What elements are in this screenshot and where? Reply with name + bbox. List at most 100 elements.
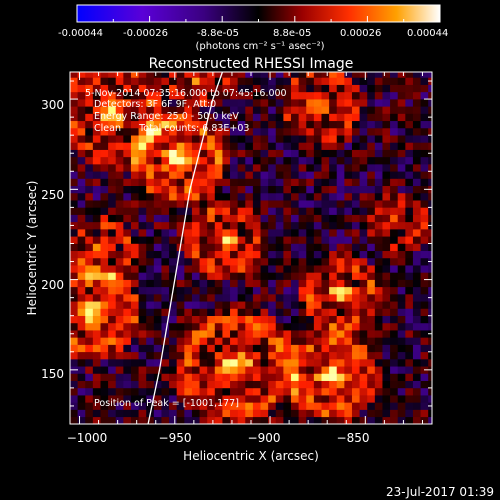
heatmap-cell	[397, 135, 406, 143]
heatmap-cell	[260, 279, 269, 288]
heatmap-cell	[291, 315, 299, 324]
heatmap-cell	[359, 286, 368, 295]
heatmap-cell	[199, 366, 208, 374]
heatmap-cell	[146, 185, 155, 194]
heatmap-cell	[306, 366, 315, 374]
heatmap-cell	[100, 214, 109, 223]
heatmap-cell	[230, 127, 238, 136]
heatmap-cells	[70, 72, 432, 424]
heatmap-cell	[184, 72, 193, 78]
heatmap-cell	[390, 236, 398, 244]
heatmap-cell	[245, 366, 254, 374]
heatmap-cell	[390, 229, 398, 237]
heatmap-cell	[428, 373, 432, 381]
colorbar-tick-5: 0.00044	[407, 28, 448, 39]
heatmap-cell	[260, 77, 269, 85]
heatmap-cell	[268, 351, 277, 360]
heatmap-cell	[207, 250, 216, 259]
heatmap-cell	[108, 214, 117, 223]
heatmap-cell	[374, 214, 383, 223]
heatmap-cell	[92, 149, 101, 158]
heatmap-cell	[351, 308, 360, 316]
heatmap-cell	[92, 99, 101, 107]
heatmap-cell	[237, 178, 246, 187]
heatmap-cell	[138, 200, 147, 208]
heatmap-cell	[108, 91, 117, 100]
heatmap-cell	[245, 91, 254, 100]
heatmap-cell	[268, 113, 277, 122]
heatmap-cell	[207, 142, 216, 150]
heatmap-cell	[268, 106, 277, 114]
heatmap-cell	[428, 120, 432, 129]
heatmap-cell	[321, 99, 330, 107]
heatmap-cell	[176, 214, 185, 223]
heatmap-cell	[169, 229, 177, 237]
heatmap-cell	[412, 416, 421, 424]
heatmap-cell	[275, 279, 284, 288]
heatmap-cell	[306, 221, 315, 230]
heatmap-cell	[153, 84, 162, 93]
heatmap-cell	[130, 257, 139, 266]
heatmap-cell	[374, 207, 383, 215]
heatmap-cell	[298, 207, 307, 215]
heatmap-cell	[161, 337, 170, 345]
heatmap-cell	[268, 402, 277, 410]
heatmap-cell	[275, 149, 284, 158]
heatmap-cell	[199, 402, 208, 410]
heatmap-cell	[329, 395, 338, 403]
heatmap-cell	[298, 279, 307, 288]
heatmap-cell	[169, 395, 177, 403]
heatmap-cell	[336, 308, 345, 316]
heatmap-cell	[70, 214, 78, 223]
heatmap-cell	[169, 127, 177, 136]
heatmap-cell	[397, 171, 406, 179]
heatmap-cell	[130, 221, 139, 230]
heatmap-cell	[161, 250, 170, 259]
heatmap-cell	[268, 200, 277, 208]
heatmap-cell	[245, 308, 254, 316]
heatmap-cell	[428, 135, 432, 143]
heatmap-cell	[260, 185, 269, 194]
heatmap-cell	[222, 99, 231, 107]
heatmap-cell	[252, 265, 261, 273]
heatmap-cell	[100, 221, 109, 230]
heatmap-cell	[313, 337, 322, 345]
heatmap-cell	[336, 127, 345, 136]
heatmap-cell	[161, 395, 170, 403]
heatmap-cell	[214, 330, 223, 338]
heatmap-cell	[92, 207, 101, 215]
heatmap-cell	[92, 236, 101, 244]
heatmap-cell	[260, 99, 269, 107]
heatmap-cell	[306, 91, 315, 100]
heatmap-cell	[321, 286, 330, 295]
heatmap-cell	[85, 395, 94, 403]
heatmap-cell	[298, 156, 307, 165]
heatmap-cell	[169, 192, 177, 201]
heatmap-cell	[344, 91, 353, 100]
heatmap-cell	[214, 351, 223, 360]
heatmap-cell	[70, 207, 78, 215]
heatmap-cell	[275, 91, 284, 100]
heatmap-cell	[405, 315, 414, 324]
heatmap-cell	[367, 200, 376, 208]
heatmap-cell	[344, 359, 353, 367]
heatmap-cell	[268, 214, 277, 223]
heatmap-cell	[420, 395, 429, 403]
heatmap-cell	[130, 395, 139, 403]
heatmap-cell	[336, 120, 345, 129]
heatmap-cell	[374, 265, 383, 273]
heatmap-cell	[222, 322, 231, 331]
heatmap-cell	[329, 99, 338, 107]
heatmap-cell	[115, 330, 124, 338]
heatmap-cell	[184, 113, 193, 122]
heatmap-cell	[146, 250, 155, 259]
heatmap-cell	[306, 387, 315, 396]
heatmap-cell	[230, 337, 238, 345]
heatmap-cell	[382, 265, 391, 273]
heatmap-cell	[214, 84, 223, 93]
heatmap-cell	[275, 243, 284, 252]
heatmap-cell	[130, 315, 139, 324]
heatmap-cell	[268, 250, 277, 259]
heatmap-cell	[291, 72, 299, 78]
heatmap-cell	[153, 106, 162, 114]
